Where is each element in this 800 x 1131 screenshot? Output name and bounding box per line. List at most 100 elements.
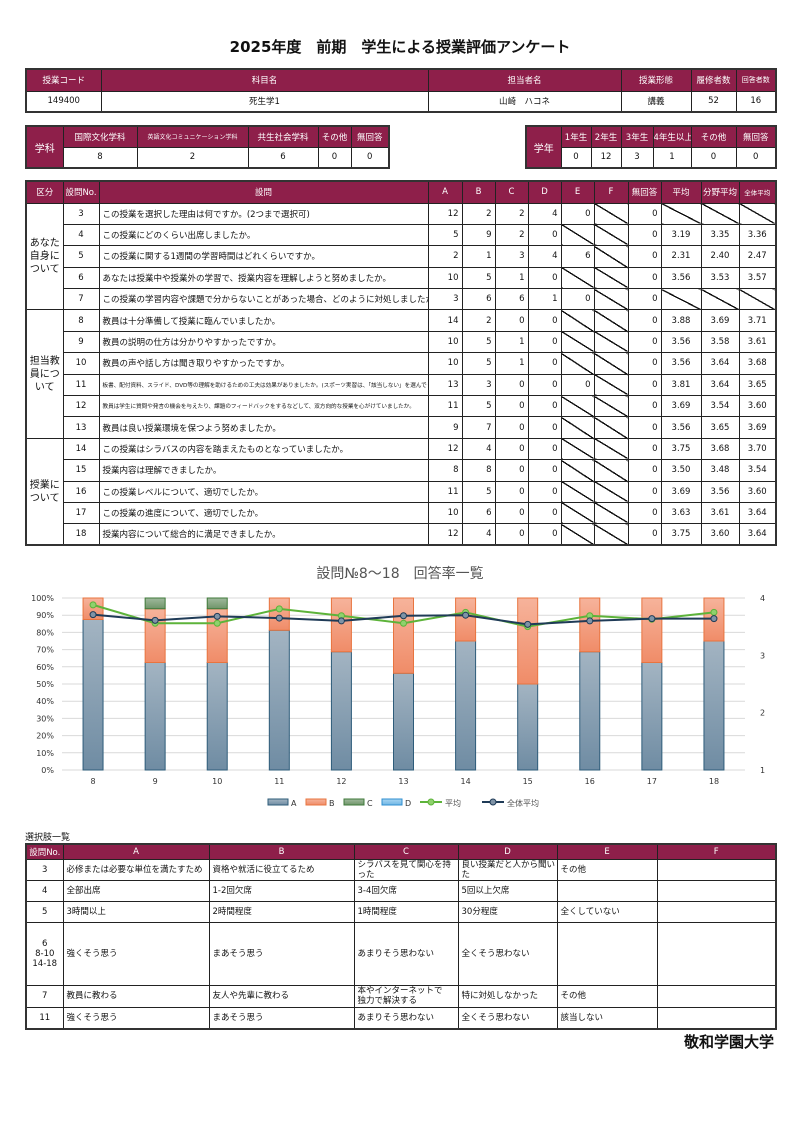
results-header: 設問No.: [62, 180, 100, 204]
average-cell: 3.75: [660, 437, 702, 461]
marker-全体平均-18: [710, 615, 718, 623]
count-cell: 0: [560, 373, 595, 397]
choice-cell: 2時間程度: [208, 900, 355, 923]
x-tick-label: 17: [647, 777, 657, 786]
choice-cell: その他: [556, 984, 658, 1008]
choice-cell: 友人や先輩に教わる: [208, 984, 355, 1008]
table-row: 4 この授業にどのくらい出席しましたか。 5 9 2 0 0 3.19 3.35 3.36: [26, 223, 777, 247]
bar-A-13: [393, 672, 414, 771]
choices-header: C: [353, 843, 459, 860]
count-cell: 1: [461, 245, 496, 268]
choices-header: E: [556, 843, 658, 860]
choice-cell: 強くそう思う: [62, 921, 210, 986]
x-tick-label: 14: [460, 777, 470, 786]
marker-全体平均-11: [275, 614, 283, 622]
legend-swatch-D: [381, 798, 403, 806]
count-cell: 0: [627, 309, 662, 332]
not-applicable-cell: [593, 309, 629, 332]
bar-B-14: [455, 597, 477, 642]
grade-value: 1: [652, 146, 692, 169]
x-tick-label: 15: [523, 777, 533, 786]
grade-header: 1年生: [560, 125, 592, 148]
question-text: この授業はシラバスの内容を踏まえたものとなっていましたか。: [98, 437, 429, 461]
category-label: あなた 自身に ついて: [25, 202, 64, 311]
count-cell: 0: [527, 501, 562, 525]
count-cell: 3: [494, 245, 529, 268]
question-text: 教員の説明の仕方は分かりやすかったですか。: [98, 330, 429, 354]
count-cell: 1: [494, 266, 529, 290]
count-cell: 5: [461, 395, 496, 418]
table-row: 6 あなたは授業中や授業外の学習で、授業内容を理解しようと努めましたか。 10 5 1 0…: [26, 266, 777, 290]
average-cell: 3.81: [660, 373, 702, 397]
count-cell: 0: [527, 352, 562, 375]
bar-B-12: [330, 597, 352, 653]
average-cell: 3.54: [700, 395, 740, 418]
table-row: あなた 自身に ついて 3 この授業を選択した理由は何ですか。(2つまで選択可) 12…: [25, 202, 777, 311]
question-number: 11: [25, 1006, 64, 1030]
results-header: D: [527, 180, 562, 204]
not-applicable-cell: [593, 373, 629, 397]
table-row: 18 授業内容について総合的に満足できましたか。 12 4 0 0 0 3.75 3.60 3.6…: [26, 523, 777, 546]
count-cell: 9: [461, 223, 496, 247]
marker-全体平均-17: [648, 615, 656, 623]
average-cell: 3.53: [700, 266, 740, 290]
bar-B-17: [641, 597, 663, 663]
average-cell: 3.60: [738, 395, 777, 418]
average-cell: 3.56: [700, 480, 740, 503]
choice-cell: [556, 921, 658, 986]
average-cell: 3.69: [738, 416, 777, 439]
not-applicable-cell: [560, 352, 595, 375]
count-cell: 0: [527, 480, 562, 503]
question-number: 11: [62, 373, 100, 397]
results-header: A: [427, 180, 463, 204]
average-cell: 3.58: [700, 330, 740, 354]
count-cell: 5: [461, 330, 496, 354]
average-cell: 3.71: [738, 309, 777, 332]
course-info-table: 授業コード 科目名 担当者名 授業形態 履修者数 回答者数 149400 死生学1 山崎 ハコ…: [25, 68, 777, 113]
choice-cell: 教員に教わる: [62, 984, 210, 1008]
choice-cell: まあそう思う: [208, 921, 355, 986]
page-title: 2025年度 前期 学生による授業評価アンケート: [229, 38, 571, 56]
legend-swatch-A: [267, 798, 289, 806]
count-cell: 8: [427, 459, 463, 482]
count-cell: 0: [627, 266, 662, 290]
average-cell: 3.48: [700, 459, 740, 482]
course-value: 52: [690, 90, 737, 113]
not-applicable-cell: [738, 288, 777, 311]
bar-A-8: [82, 619, 104, 771]
count-cell: 0: [494, 309, 529, 332]
choice-cell: 全くそう思わない: [457, 921, 558, 986]
course-header: 授業コード: [25, 68, 102, 92]
question-number: 8: [62, 309, 100, 332]
choice-cell: シラバスを見て関心を持った: [353, 858, 459, 881]
count-cell: 2: [461, 309, 496, 332]
department-header: 国際文化学科: [62, 125, 138, 148]
choice-cell: 資格や就活に役立てるため: [208, 858, 355, 881]
choice-cell: 特に対処しなかった: [457, 984, 558, 1008]
not-applicable-cell: [738, 202, 777, 225]
results-header: F: [593, 180, 629, 204]
legend-marker: [489, 798, 497, 806]
count-cell: 0: [627, 523, 662, 546]
choice-cell: その他: [556, 858, 658, 881]
not-applicable-cell: [660, 202, 702, 225]
average-cell: 3.70: [738, 437, 777, 461]
count-cell: 0: [627, 223, 662, 247]
question-number: 17: [62, 501, 100, 525]
count-cell: 5: [461, 480, 496, 503]
chart-title: 設問№8～18 回答率一覧: [316, 565, 483, 582]
average-cell: 3.61: [700, 501, 740, 525]
question-number: 5: [62, 245, 100, 268]
choice-cell: まあそう思う: [208, 1006, 355, 1030]
choice-cell: [656, 858, 777, 881]
count-cell: 8: [461, 459, 496, 482]
average-cell: 3.60: [700, 523, 740, 546]
count-cell: 0: [494, 437, 529, 461]
not-applicable-cell: [560, 459, 595, 482]
average-cell: 3.56: [660, 330, 702, 354]
course-value: 山崎 ハコネ: [427, 90, 622, 113]
table-row: 9 教員の説明の仕方は分かりやすかったですか。 10 5 1 0 0 3.56 3.58 3.61: [26, 330, 777, 354]
count-cell: 7: [461, 416, 496, 439]
average-cell: 3.69: [660, 480, 702, 503]
count-cell: 0: [627, 416, 662, 439]
